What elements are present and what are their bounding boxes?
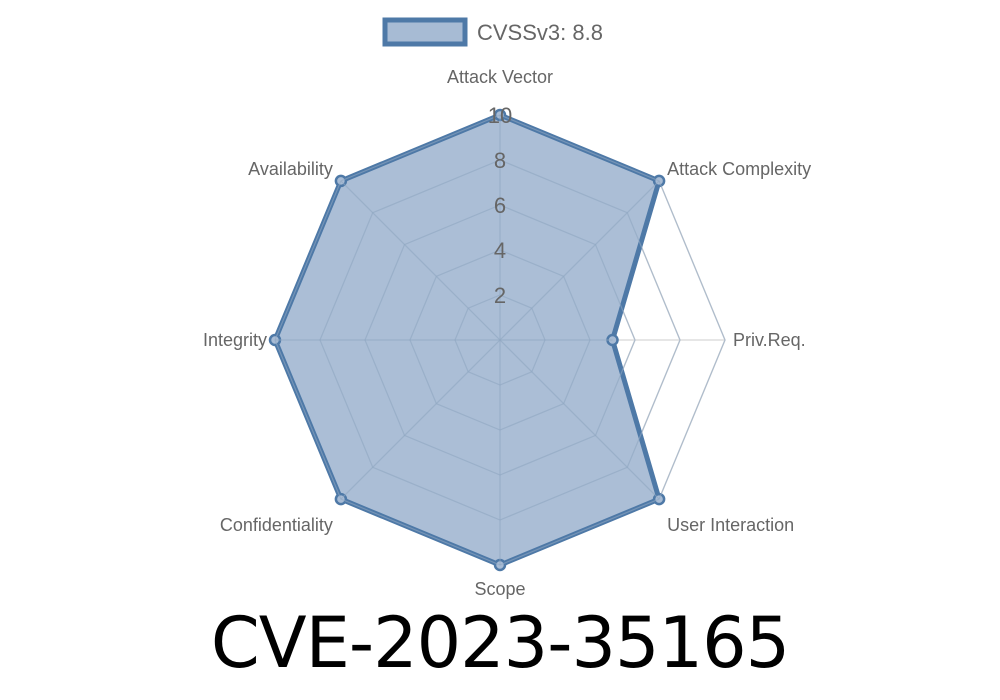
axis-label: User Interaction xyxy=(667,515,794,535)
tick-label: 4 xyxy=(494,238,506,263)
page-title: CVE-2023-35165 xyxy=(210,602,790,684)
grid-spoke-overlay xyxy=(340,180,501,341)
tick-label: 2 xyxy=(494,283,506,308)
tick-label: 8 xyxy=(494,148,506,173)
grid-spoke-overlay xyxy=(499,180,660,341)
axis-label: Scope xyxy=(474,579,525,599)
axis-label: Integrity xyxy=(203,330,267,350)
legend[interactable]: CVSSv3: 8.8 xyxy=(382,17,603,47)
tick-label: 10 xyxy=(488,103,512,128)
axis-labels: Attack Vector Attack Complexity Priv.Req. U… xyxy=(203,67,811,599)
axis-label: Attack Vector xyxy=(447,67,553,87)
axis-label: Priv.Req. xyxy=(733,330,806,350)
grid-spoke-overlay xyxy=(499,339,660,500)
grid-spoke-overlay xyxy=(340,339,501,500)
tick-label: 6 xyxy=(494,193,506,218)
legend-swatch xyxy=(382,17,468,47)
axis-label: Attack Complexity xyxy=(667,159,811,179)
axis-label: Availability xyxy=(248,159,333,179)
tick-labels: 2 4 6 8 10 xyxy=(488,103,512,308)
series-layer xyxy=(268,108,726,572)
legend-label: CVSSv3: 8.8 xyxy=(477,20,603,45)
axis-label: Confidentiality xyxy=(220,515,333,535)
